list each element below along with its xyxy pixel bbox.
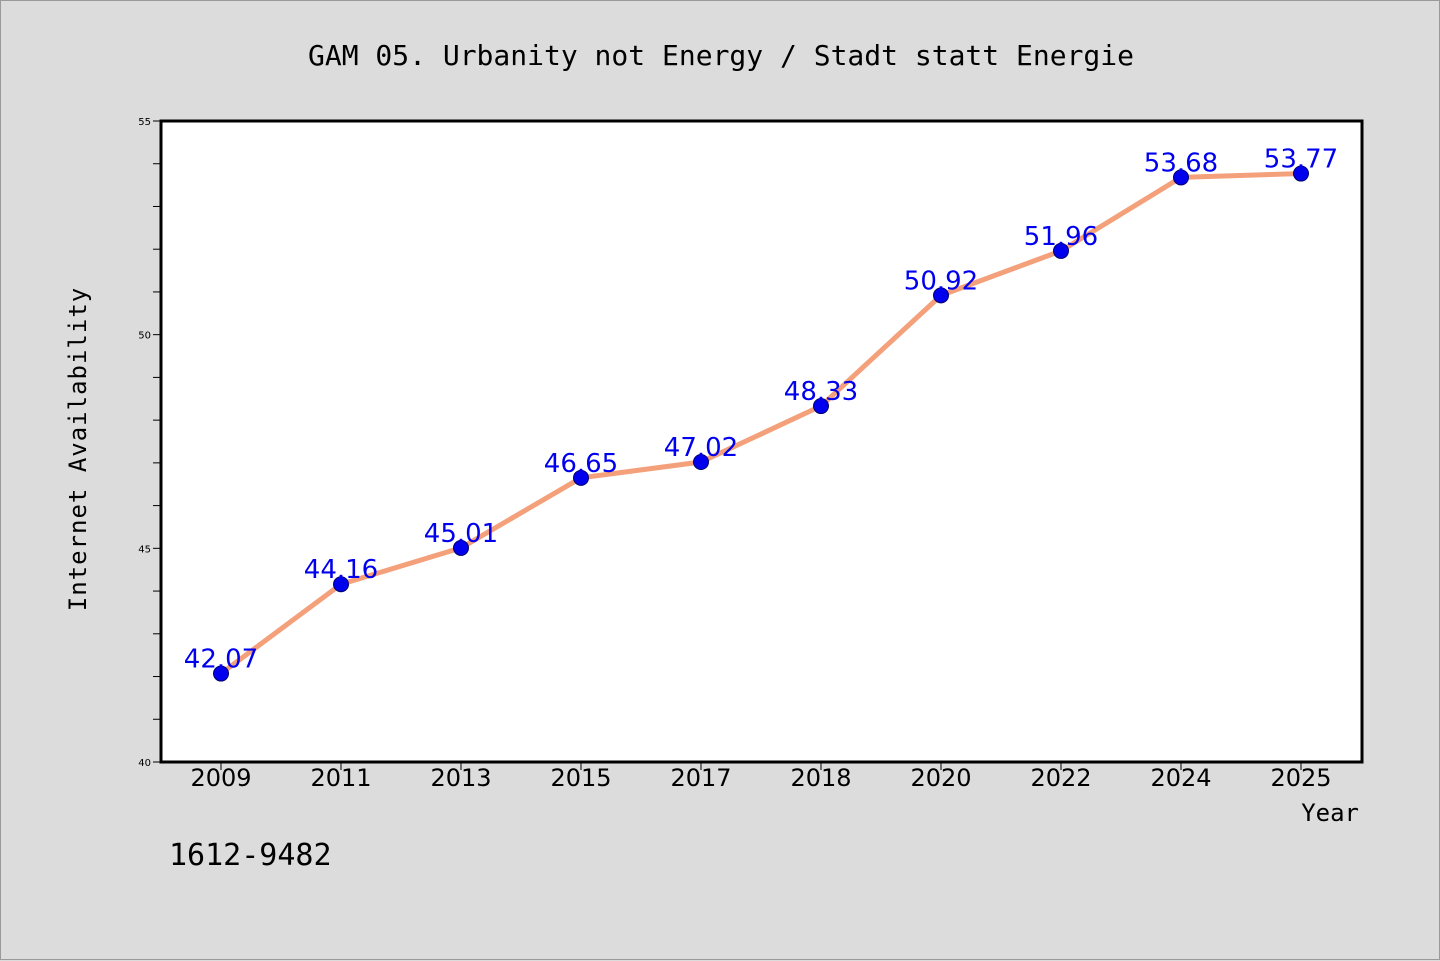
data-label: 50.92 bbox=[904, 266, 978, 296]
x-tick-label: 2009 bbox=[190, 764, 251, 792]
series-line bbox=[218, 171, 1304, 677]
y-tick-label: 40 bbox=[138, 758, 151, 769]
x-tick-label: 2018 bbox=[790, 764, 851, 792]
data-label: 51.96 bbox=[1024, 222, 1098, 252]
data-point bbox=[213, 665, 229, 682]
data-point bbox=[813, 398, 829, 415]
data-label: 45.01 bbox=[424, 519, 498, 549]
x-tick-label: 2024 bbox=[1150, 764, 1211, 792]
x-tick-label: 2013 bbox=[430, 764, 491, 792]
x-tick-label: 2015 bbox=[550, 764, 611, 792]
series-group: 42.07 44.16 45.01 46.65 47.02 48.33 50.92 51.96… bbox=[184, 145, 1338, 682]
x-tick-label: 2020 bbox=[910, 764, 971, 792]
data-point bbox=[453, 539, 469, 556]
data-label: 53.68 bbox=[1144, 148, 1218, 178]
data-point bbox=[1293, 165, 1309, 182]
data-point bbox=[1053, 242, 1069, 259]
data-label: 44.16 bbox=[304, 555, 378, 585]
x-tick-label: 2017 bbox=[670, 764, 731, 792]
data-label: 53.77 bbox=[1264, 145, 1338, 175]
y-tick-label: 45 bbox=[138, 544, 151, 555]
y-axis-ticks: 40 45 50 55 bbox=[138, 117, 160, 769]
data-point bbox=[333, 576, 349, 593]
data-label: 47.02 bbox=[664, 433, 738, 463]
chart-title: GAM 05. Urbanity not Energy / Stadt stat… bbox=[308, 39, 1134, 72]
footnote: 1612-9482 bbox=[169, 838, 332, 873]
data-label: 48.33 bbox=[784, 377, 858, 407]
data-point bbox=[1173, 169, 1189, 186]
x-tick-label: 2022 bbox=[1030, 764, 1091, 792]
data-label: 46.65 bbox=[544, 449, 618, 479]
x-tick-label: 2025 bbox=[1270, 764, 1331, 792]
y-tick-label: 55 bbox=[138, 117, 151, 128]
y-tick-label: 50 bbox=[138, 331, 151, 342]
data-point bbox=[693, 454, 709, 471]
x-axis-label: Year bbox=[1301, 799, 1359, 827]
x-tick-label: 2011 bbox=[310, 764, 371, 792]
y-axis-label: Internet Availability bbox=[64, 287, 92, 611]
plot-area bbox=[159, 119, 1364, 764]
data-point bbox=[573, 469, 589, 486]
data-point bbox=[933, 287, 949, 304]
x-axis-ticks: 2009 2011 2013 2015 2017 2018 2020 2022 2024 2025 bbox=[190, 762, 1332, 792]
data-label: 42.07 bbox=[184, 645, 258, 675]
